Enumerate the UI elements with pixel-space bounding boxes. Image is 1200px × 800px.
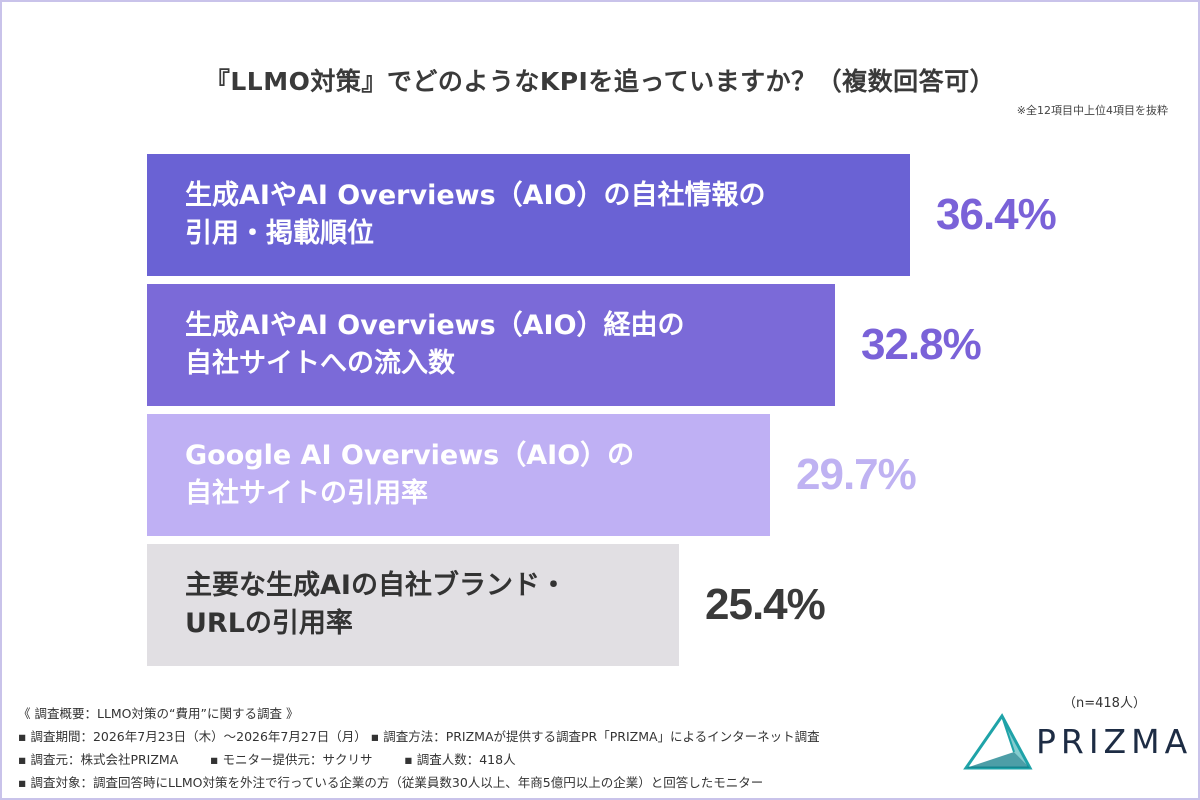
bar-label: Google AI Overviews（AIO）の 自社サイトの引用率 xyxy=(185,440,635,509)
value-label: 29.7% xyxy=(796,450,917,499)
bar-label: 生成AIやAI Overviews（AIO）の自社情報の 引用・掲載順位 xyxy=(185,180,766,249)
chart-note: ※全12項目中上位4項目を抜粋 xyxy=(1016,104,1168,117)
footer-line: ▪ 調査対象：調査回答時にLLMO対策を外注で行っている企業の方（従業員数30人… xyxy=(18,775,764,790)
chart-title: 『LLMO対策』でどのようなKPIを追っていますか？（複数回答可） xyxy=(204,67,996,96)
value-label: 32.8% xyxy=(861,320,982,369)
footer-line: ▪ 調査期間：2026年7月23日（木）〜2026年7月27日（月） ▪ 調査方… xyxy=(18,729,820,744)
bar-label: 主要な生成AIの自社ブランド・ URLの引用率 xyxy=(185,570,567,639)
bar-4: 主要な生成AIの自社ブランド・ URLの引用率 xyxy=(147,544,679,666)
value-label: 36.4% xyxy=(936,190,1057,239)
bar-label: 生成AIやAI Overviews（AIO）経由の 自社サイトへの流入数 xyxy=(185,310,685,379)
brand-name: PRIZMA xyxy=(1036,722,1193,761)
footer-line: ▪ 調査元：株式会社PRIZMA ▪ モニター提供元：サクリサ ▪ 調査人数：4… xyxy=(18,752,516,767)
value-label: 25.4% xyxy=(705,580,826,629)
bar-2: 生成AIやAI Overviews（AIO）経由の 自社サイトへの流入数 xyxy=(147,284,835,406)
bar-3: Google AI Overviews（AIO）の 自社サイトの引用率 xyxy=(147,414,770,536)
footer-line: 《 調査概要：LLMO対策の“費用”に関する調査 》 xyxy=(18,706,299,721)
sample-size-label: （n=418人） xyxy=(1063,696,1146,711)
prizma-logo-icon xyxy=(963,713,1033,770)
bar-1: 生成AIやAI Overviews（AIO）の自社情報の 引用・掲載順位 xyxy=(147,154,910,276)
